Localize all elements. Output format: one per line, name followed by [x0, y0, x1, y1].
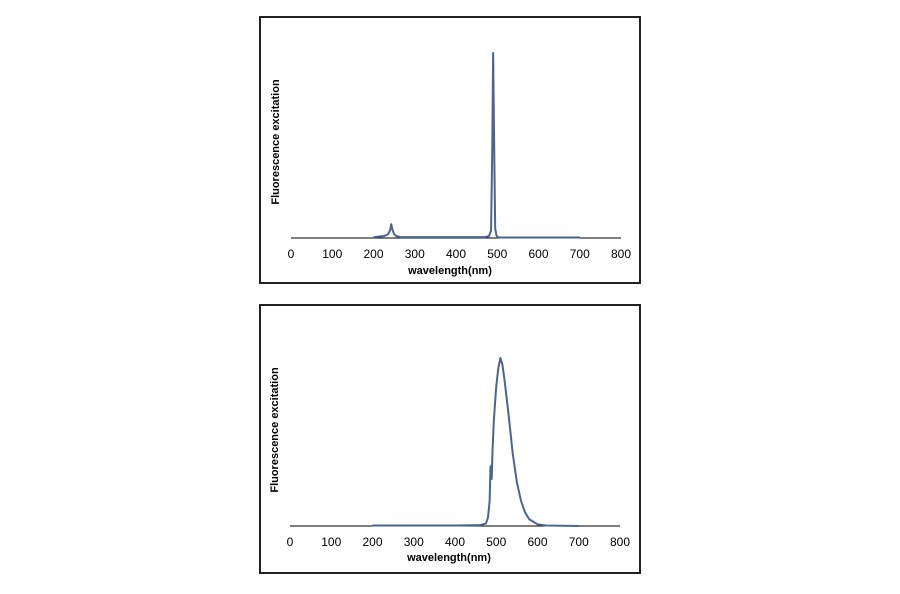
chart-panel-1: 0 100 200 300 400 500 600 700 800 Fluorescence e… — [259, 16, 641, 284]
x-tick-label: 200 — [362, 535, 382, 549]
y-axis-title: Fluorescence excitation — [269, 367, 281, 493]
x-axis-title: wavelength(nm) — [406, 552, 491, 564]
x-tick-label: 400 — [446, 247, 466, 261]
chart-panel-2: 0 100 200 300 400 500 600 700 800 Fluorescence e… — [259, 304, 641, 574]
x-tick-label: 700 — [569, 535, 589, 549]
x-axis-title: wavelength(nm) — [407, 265, 492, 277]
x-tick-label: 600 — [528, 247, 548, 261]
x-tick-label: 100 — [322, 247, 342, 261]
x-tick-label: 0 — [288, 247, 295, 261]
x-tick-label: 400 — [445, 535, 465, 549]
x-tick-label: 300 — [405, 247, 425, 261]
x-tick-label: 0 — [287, 535, 294, 549]
series-line — [372, 357, 579, 527]
x-tick-label: 800 — [611, 247, 631, 261]
series-line — [373, 52, 580, 239]
x-tick-label: 100 — [321, 535, 341, 549]
x-tick-label: 200 — [363, 247, 383, 261]
x-tick-label: 800 — [610, 535, 630, 549]
chart-2: 0 100 200 300 400 500 600 700 800 Fluorescence e… — [269, 357, 630, 564]
y-axis-title: Fluorescence excitation — [270, 79, 282, 205]
x-tick-label: 300 — [404, 535, 424, 549]
x-tick-label: 500 — [487, 247, 507, 261]
x-tick-label: 700 — [570, 247, 590, 261]
chart-1: 0 100 200 300 400 500 600 700 800 Fluorescence e… — [270, 52, 631, 277]
x-tick-label: 600 — [527, 535, 547, 549]
x-tick-label: 500 — [486, 535, 506, 549]
